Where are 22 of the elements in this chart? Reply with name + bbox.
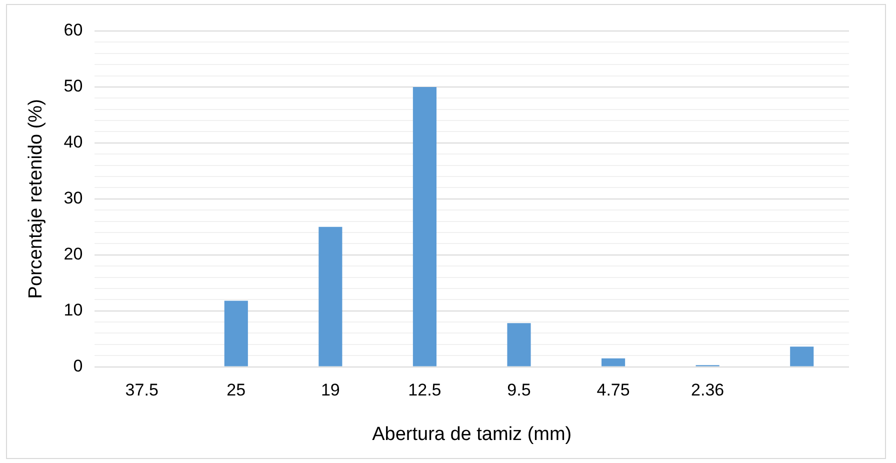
y-tick-label: 50 [64,76,83,96]
x-tick-label: 19 [320,380,340,400]
y-tick-label: 20 [64,244,83,264]
x-tick-label: 12.5 [408,380,442,400]
bar [602,358,626,366]
bar [412,86,436,366]
y-tick-label: 40 [64,132,83,152]
y-tick-label: 10 [64,300,83,320]
y-tick-label: 0 [73,356,83,376]
y-axis-title: Porcentaje retenido (%) [26,99,47,299]
bar [790,346,814,366]
bar [507,323,531,366]
x-axis-title: Abertura de tamiz (mm) [372,424,572,445]
y-tick-label: 30 [64,188,83,208]
x-tick-label: 25 [226,380,246,400]
x-tick-label: 2.36 [691,380,724,400]
bar [224,300,248,366]
bar [318,226,342,366]
x-tick-label: 37.5 [125,380,158,400]
x-tick-label: 4.75 [596,380,630,400]
y-tick-label: 60 [64,20,83,40]
x-tick-label: 9.5 [507,380,531,400]
